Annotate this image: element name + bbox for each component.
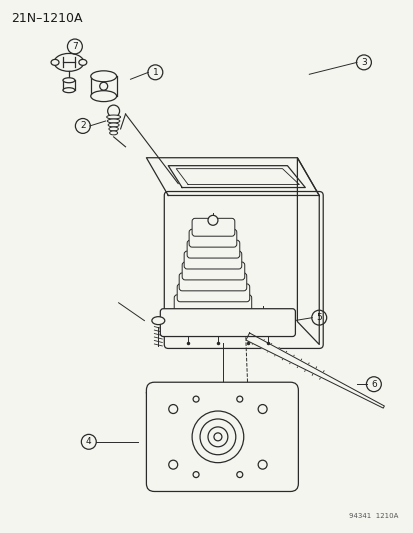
- FancyBboxPatch shape: [187, 240, 239, 258]
- FancyBboxPatch shape: [189, 229, 236, 247]
- Text: 5: 5: [316, 313, 321, 322]
- Text: 7: 7: [72, 42, 78, 51]
- Ellipse shape: [107, 115, 120, 119]
- Ellipse shape: [109, 127, 118, 131]
- Ellipse shape: [152, 317, 164, 325]
- FancyBboxPatch shape: [164, 191, 323, 349]
- Text: 4: 4: [86, 437, 91, 446]
- Ellipse shape: [108, 123, 119, 127]
- Circle shape: [192, 472, 199, 478]
- Ellipse shape: [109, 131, 117, 135]
- FancyBboxPatch shape: [192, 219, 234, 236]
- Ellipse shape: [78, 59, 87, 66]
- FancyBboxPatch shape: [174, 295, 251, 313]
- Circle shape: [207, 215, 217, 225]
- FancyBboxPatch shape: [179, 273, 246, 291]
- Text: 3: 3: [360, 58, 366, 67]
- Circle shape: [258, 460, 266, 469]
- Ellipse shape: [90, 91, 116, 102]
- Polygon shape: [245, 333, 383, 408]
- Text: 21N–1210A: 21N–1210A: [11, 12, 83, 25]
- FancyBboxPatch shape: [184, 251, 241, 269]
- Ellipse shape: [51, 59, 59, 66]
- Circle shape: [107, 105, 119, 117]
- Circle shape: [169, 405, 177, 414]
- Circle shape: [236, 396, 242, 402]
- FancyBboxPatch shape: [182, 262, 244, 280]
- Text: 6: 6: [370, 379, 376, 389]
- Polygon shape: [146, 387, 289, 487]
- Ellipse shape: [90, 71, 116, 82]
- FancyBboxPatch shape: [177, 284, 249, 302]
- Ellipse shape: [107, 119, 119, 123]
- Text: 94341  1210A: 94341 1210A: [349, 513, 398, 519]
- Ellipse shape: [63, 78, 75, 83]
- Ellipse shape: [63, 88, 75, 93]
- FancyBboxPatch shape: [160, 309, 295, 336]
- Circle shape: [236, 472, 242, 478]
- Circle shape: [192, 396, 199, 402]
- Circle shape: [258, 405, 266, 414]
- FancyBboxPatch shape: [146, 382, 298, 491]
- Circle shape: [169, 460, 177, 469]
- Text: 2: 2: [80, 122, 85, 131]
- Text: 1: 1: [152, 68, 158, 77]
